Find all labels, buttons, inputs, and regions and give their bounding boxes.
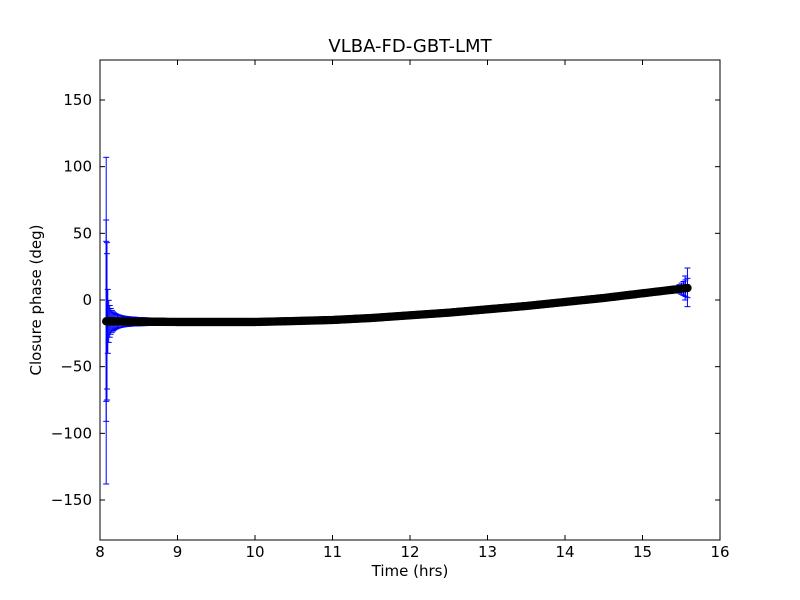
y-tick-label: 0 (82, 291, 92, 309)
x-tick-label: 15 (633, 543, 652, 561)
x-axis-label: Time (hrs) (371, 562, 449, 580)
y-tick-label: −100 (51, 424, 92, 442)
x-tick-label: 10 (245, 543, 264, 561)
x-tick-label: 13 (478, 543, 497, 561)
y-axis-label: Closure phase (deg) (27, 225, 45, 376)
y-tick-label: 100 (63, 158, 92, 176)
y-tick-label: −50 (60, 358, 92, 376)
x-tick-label: 12 (400, 543, 419, 561)
data-point-layer (102, 283, 692, 327)
chart-title: VLBA-FD-GBT-LMT (328, 36, 492, 57)
plot-area (100, 60, 720, 540)
x-tick-label: 16 (710, 543, 729, 561)
data-point (683, 283, 692, 293)
x-tick-label: 11 (323, 543, 342, 561)
y-tick-label: 150 (63, 91, 92, 109)
y-tick-label: 50 (73, 224, 92, 242)
x-tick-label: 9 (173, 543, 183, 561)
y-tick-label: −150 (51, 491, 92, 509)
x-tick-label: 14 (555, 543, 574, 561)
x-tick-label: 8 (95, 543, 105, 561)
axis-ticks: 8 9 10 11 12 13 14 15 16 −150 −100 −50 0 50 100 150 (51, 60, 730, 561)
